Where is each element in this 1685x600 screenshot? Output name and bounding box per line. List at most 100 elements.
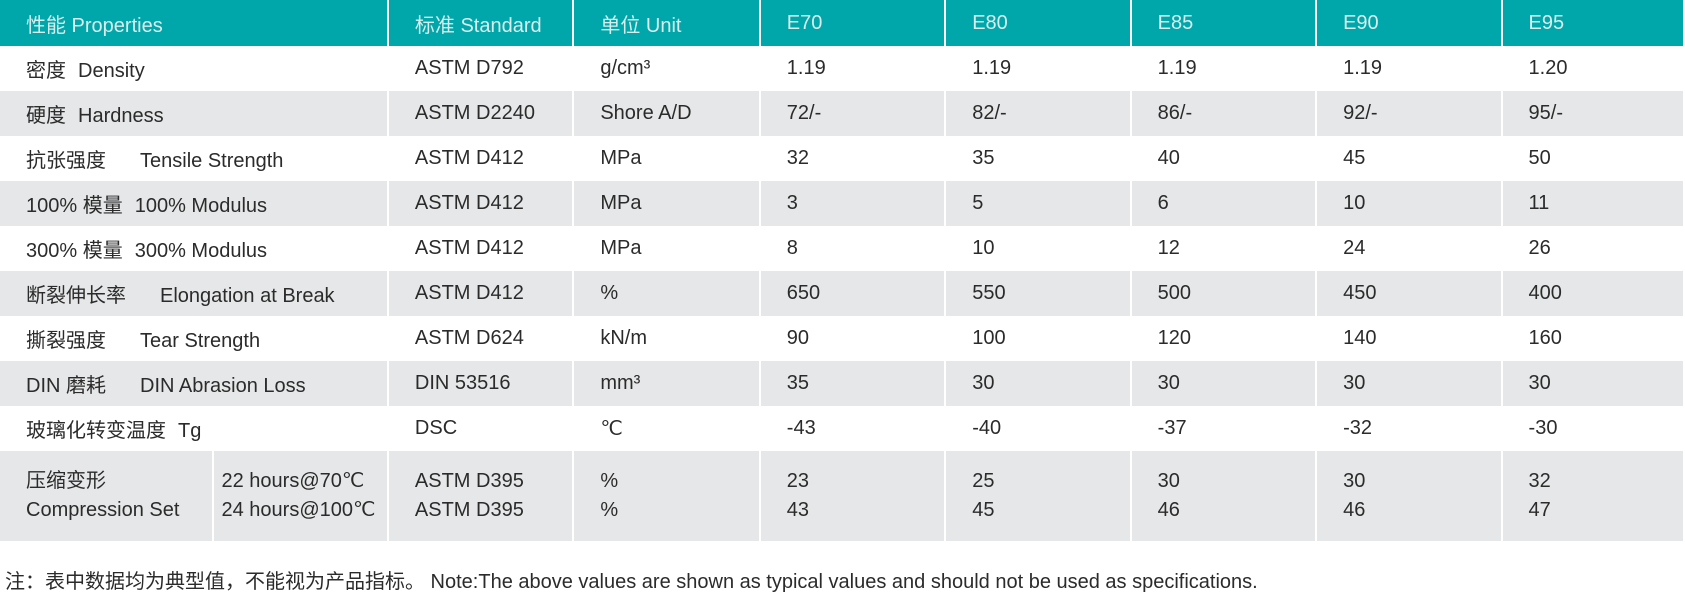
- property-cell: 抗张强度 Tensile Strength: [0, 136, 389, 181]
- spec-cell: ASTM D624: [387, 316, 575, 361]
- value-cell: 650: [759, 271, 947, 316]
- table-row: 抗张强度 Tensile Strength ASTM D412 MPa 32 35 40 45…: [0, 136, 1685, 181]
- value-cell: 10: [945, 226, 1132, 271]
- value-cell: 92/-: [1316, 91, 1503, 136]
- value-cell: 30 46: [1130, 451, 1318, 541]
- properties-table: 性能 Properties 标准 Standard 单位 Unit E70 E80 E85…: [0, 0, 1685, 541]
- cell-line: 45: [972, 499, 995, 521]
- value-cell: 32: [759, 136, 947, 181]
- value-cell: 100: [945, 316, 1132, 361]
- property-en: Tear Strength: [140, 330, 261, 352]
- spec-cell: g/cm³: [573, 46, 761, 91]
- property-cn: 撕裂强度: [26, 330, 106, 352]
- cell-line: 25: [972, 470, 995, 492]
- value-cell: 95/-: [1501, 91, 1685, 136]
- property-cn: 玻璃化转变温度: [26, 420, 166, 442]
- property-cn: 密度: [26, 60, 66, 82]
- cell-line: 43: [786, 499, 810, 521]
- table-row: DIN 磨耗 DIN Abrasion Loss DIN 53516 mm³ 35 30 3…: [0, 361, 1685, 406]
- value-cell: 500: [1130, 271, 1318, 316]
- value-cell: -32: [1316, 406, 1503, 451]
- table-row: 玻璃化转变温度 Tg DSC ℃ -43 -40 -37 -32 -30: [0, 406, 1685, 451]
- value-cell: 30: [1501, 361, 1685, 406]
- cell-line: ASTM D395: [414, 499, 524, 521]
- spec-cell: ASTM D412: [387, 181, 575, 226]
- cell-line: 30: [1157, 470, 1180, 492]
- property-cn: 硬度: [26, 105, 66, 127]
- property-cn: DIN 磨耗: [26, 375, 106, 397]
- spec-cell: MPa: [573, 136, 761, 181]
- value-cell: 12: [1130, 226, 1318, 271]
- cell-line: 32: [1528, 470, 1551, 492]
- spec-cell: ASTM D412: [387, 226, 575, 271]
- property-en: Elongation at Break: [160, 285, 335, 307]
- value-cell: 1.19: [759, 46, 947, 91]
- property-en: Tensile Strength: [140, 150, 284, 172]
- property-cell: DIN 磨耗 DIN Abrasion Loss: [0, 361, 389, 406]
- cell-line: 24 hours@100℃: [221, 499, 376, 521]
- spec-cell: %: [573, 271, 761, 316]
- value-cell: 550: [945, 271, 1132, 316]
- table-row: 撕裂强度 Tear Strength ASTM D624 kN/m 90 100 120 14…: [0, 316, 1685, 361]
- property-cell: 300% 模量 300% Modulus: [0, 226, 389, 271]
- value-cell: 35: [945, 136, 1132, 181]
- header-cell: E70: [759, 0, 947, 46]
- table-row: 密度 Density ASTM D792 g/cm³ 1.19 1.19 1.19 1.19 1…: [0, 46, 1685, 91]
- condition-cell: 22 hours@70℃ 24 hours@100℃: [212, 451, 389, 541]
- cell-line: 47: [1528, 499, 1551, 521]
- value-cell: 3: [759, 181, 947, 226]
- value-cell: -37: [1130, 406, 1318, 451]
- value-cell: 6: [1130, 181, 1318, 226]
- footnote: 注：表中数据均为典型值，不能视为产品指标。 Note:The above val…: [5, 571, 1258, 593]
- header-cell: E85: [1130, 0, 1318, 46]
- spec-cell: %%: [573, 451, 761, 541]
- value-cell: -40: [945, 406, 1132, 451]
- value-cell: 30: [1130, 361, 1318, 406]
- spec-cell: ASTM D412: [387, 271, 575, 316]
- property-en: Tg: [178, 420, 202, 442]
- value-cell: 25 45: [945, 451, 1132, 541]
- spec-cell: ℃: [573, 406, 761, 451]
- property-cell: 100% 模量 100% Modulus: [0, 181, 389, 226]
- spec-cell: MPa: [573, 226, 761, 271]
- value-cell: 1.20: [1501, 46, 1685, 91]
- header-row: 性能 Properties 标准 Standard 单位 Unit E70 E80 E85…: [0, 0, 1685, 46]
- property-en: 100% Modulus: [134, 195, 268, 217]
- value-cell: 90: [759, 316, 947, 361]
- header-cell: 标准 Standard: [387, 0, 575, 46]
- value-cell: 1.19: [1316, 46, 1503, 91]
- header-cell: 单位 Unit: [573, 0, 761, 46]
- compression-label: 压缩变形 Compression Set: [0, 451, 214, 541]
- value-cell: 26: [1501, 226, 1685, 271]
- spec-cell: DIN 53516: [387, 361, 575, 406]
- value-cell: 35: [759, 361, 947, 406]
- value-cell: 1.19: [945, 46, 1132, 91]
- header-cell: E95: [1501, 0, 1685, 46]
- table-row: 硬度 Hardness ASTM D2240 Shore A/D 72/- 82/- 86/…: [0, 91, 1685, 136]
- value-cell: 400: [1501, 271, 1685, 316]
- value-cell: 23 43: [759, 451, 947, 541]
- header-cell: E80: [945, 0, 1132, 46]
- property-en: Density: [78, 60, 145, 82]
- table-row: 断裂伸长率 Elongation at Break ASTM D412% 650 550…: [0, 271, 1685, 316]
- value-cell: 72/-: [759, 91, 947, 136]
- compression-row: 压缩变形 Compression Set 22 hours@70℃ 24 hours@…: [0, 451, 1685, 541]
- cell-line: %: [600, 499, 619, 521]
- value-cell: 50: [1501, 136, 1685, 181]
- spec-cell: mm³: [573, 361, 761, 406]
- value-cell: 160: [1501, 316, 1685, 361]
- spec-cell: ASTM D395 ASTM D395: [387, 451, 575, 541]
- property-cell: 撕裂强度 Tear Strength: [0, 316, 389, 361]
- header-cell: E90: [1316, 0, 1503, 46]
- table-row: 100% 模量 100% Modulus ASTM D412 MPa 3 5 6 10 11: [0, 181, 1685, 226]
- spec-cell: DSC: [387, 406, 575, 451]
- property-cell: 玻璃化转变温度 Tg: [0, 406, 389, 451]
- property-cn: 断裂伸长率: [26, 285, 126, 307]
- property-en: Hardness: [78, 105, 164, 127]
- value-cell: 11: [1501, 181, 1685, 226]
- spec-cell: kN/m: [573, 316, 761, 361]
- spec-cell: ASTM D792: [387, 46, 575, 91]
- value-cell: 86/-: [1130, 91, 1318, 136]
- value-cell: 120: [1130, 316, 1318, 361]
